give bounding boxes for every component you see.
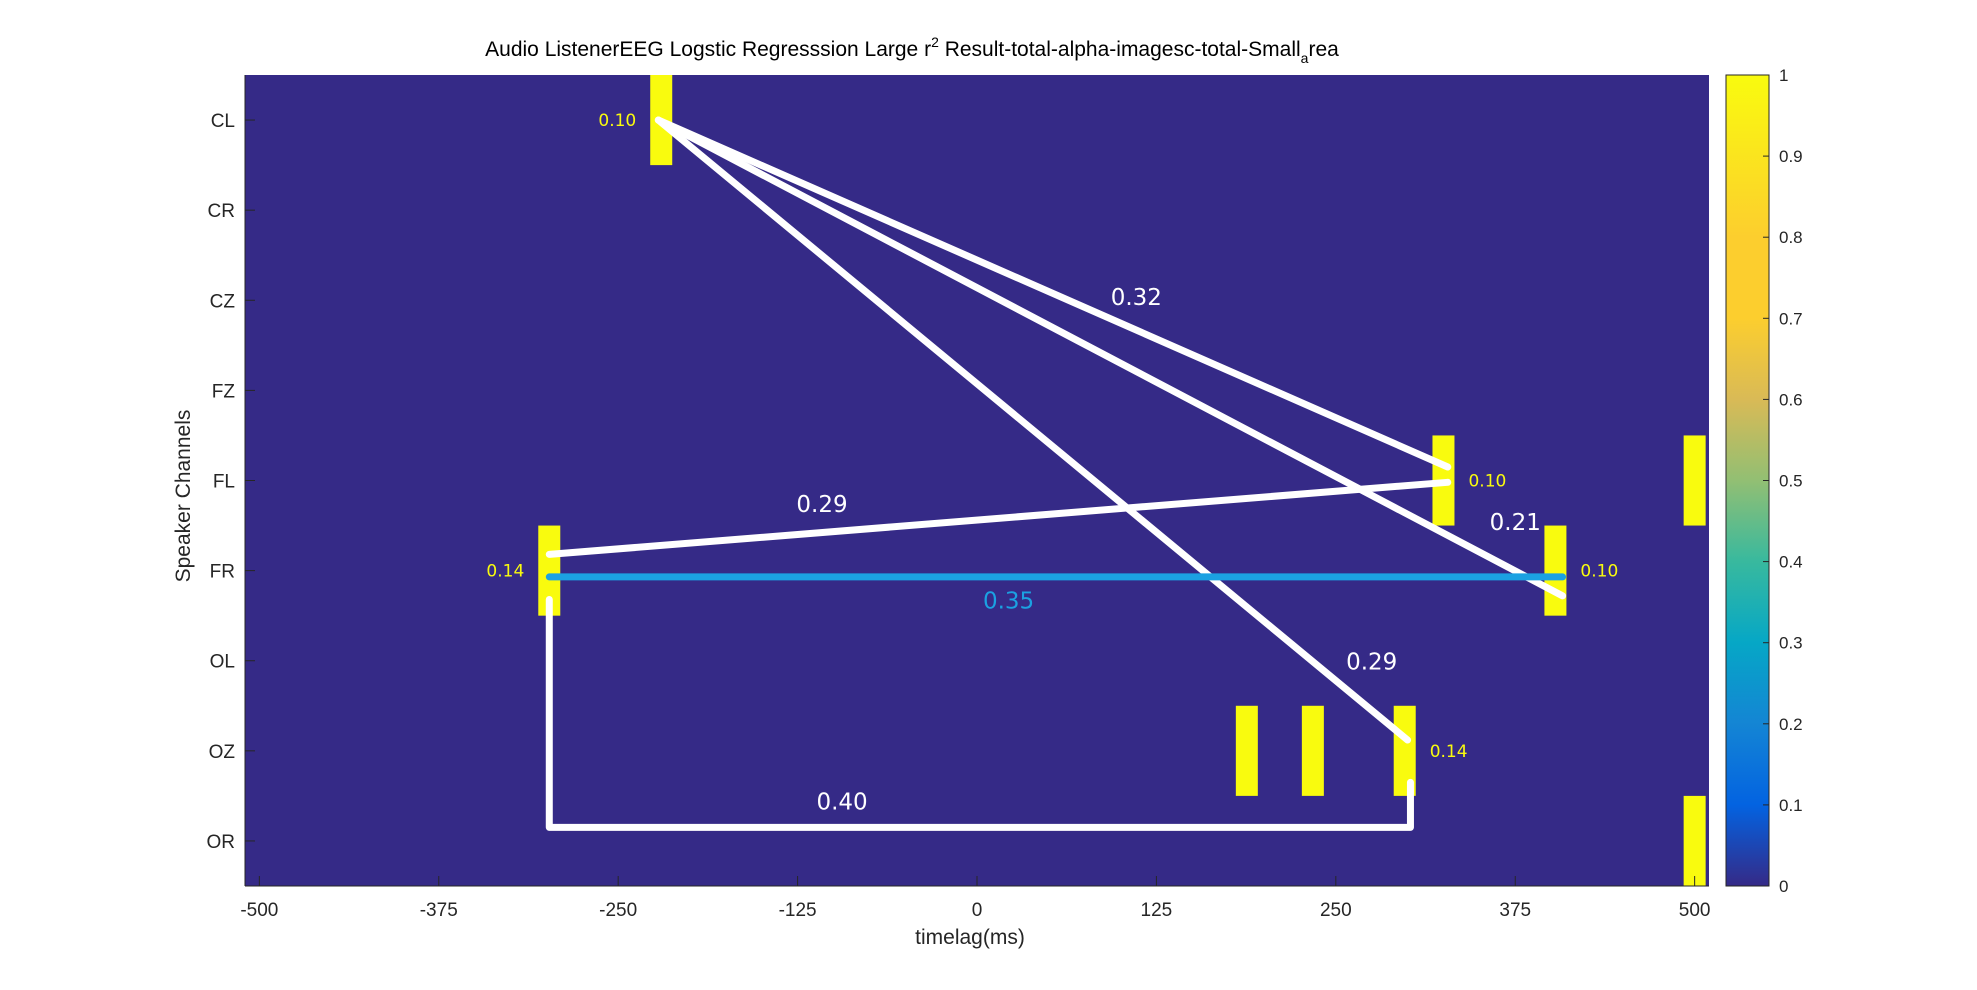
- y-tick-label: OZ: [209, 742, 236, 763]
- heatmap-cell: [1301, 705, 1324, 796]
- connection-label: 0.35: [983, 588, 1034, 614]
- x-tick-label: -250: [599, 900, 637, 921]
- y-axis-label: Speaker Channels: [172, 410, 195, 583]
- y-tick-label: OR: [207, 832, 236, 853]
- chart-title: Audio ListenerEEG Logstic Regresssion La…: [485, 34, 1339, 66]
- heatmap-cell: [1393, 705, 1416, 796]
- colorbar-tick-label: 0.8: [1779, 228, 1803, 247]
- heatmap-cell: [1235, 705, 1258, 796]
- colorbar-tick-label: 0.7: [1779, 309, 1803, 328]
- connection-label: 0.40: [816, 789, 867, 815]
- connection-label: 0.32: [1111, 285, 1162, 311]
- x-tick-label: -500: [240, 900, 278, 921]
- y-tick-label: OL: [210, 652, 235, 673]
- heatmap-cell: [1544, 525, 1567, 616]
- colorbar-tick-label: 1: [1779, 66, 1788, 85]
- connection-line: [654, 116, 1567, 600]
- y-axis: CL CR CZ FZ FL FR OL OZ OR: [207, 75, 255, 886]
- y-tick-label: FL: [213, 472, 235, 493]
- cell-value-label: 0.14: [1430, 742, 1468, 762]
- x-tick-label: 375: [1499, 900, 1531, 921]
- y-tick-label: FR: [210, 562, 235, 583]
- colorbar-tick-label: 0.1: [1779, 796, 1803, 815]
- y-tick-label: CL: [211, 111, 235, 132]
- connection-label: 0.29: [796, 492, 847, 518]
- connection-line: [654, 116, 1452, 471]
- colorbar-tick-label: 0.3: [1779, 634, 1803, 653]
- x-tick-label: 250: [1320, 900, 1352, 921]
- y-tick-label: CZ: [210, 291, 236, 312]
- x-axis-label: timelag(ms): [915, 926, 1025, 949]
- colorbar-ticks: 0 0.1 0.2 0.3 0.4 0.5 0.6 0.7 0.8 0.9 1: [1763, 66, 1803, 896]
- connection-label: 0.21: [1490, 510, 1541, 536]
- cell-value-label: 0.10: [1580, 562, 1618, 582]
- x-tick-label: 0: [972, 900, 983, 921]
- colorbar-tick-label: 0.4: [1779, 553, 1803, 572]
- cell-value-label: 0.10: [1468, 472, 1506, 492]
- colorbar: [1725, 74, 1770, 887]
- x-tick-label: -125: [779, 900, 817, 921]
- cell-value-label: 0.10: [598, 111, 636, 131]
- connection-line: [545, 595, 1414, 831]
- value-labels: 0.32 0.21 0.29 0.29 0.35 0.40 0.10 0.10 0.14 0.10…: [486, 111, 1618, 815]
- connection-line: [545, 478, 1452, 558]
- heatmap-cell: [1683, 435, 1706, 526]
- x-tick-label: 500: [1679, 900, 1711, 921]
- heatmap-cell: [538, 525, 561, 616]
- connection-line: [654, 116, 1412, 744]
- x-tick-label: -375: [420, 900, 458, 921]
- colorbar-tick-label: 0.6: [1779, 390, 1803, 409]
- y-tick-label: FZ: [212, 381, 236, 402]
- plot-area: [245, 75, 1709, 886]
- heatmap-cell: [1683, 795, 1706, 886]
- colorbar-tick-label: 0: [1779, 877, 1788, 896]
- cell-value-label: 0.14: [486, 562, 524, 582]
- colorbar-tick-label: 0.2: [1779, 715, 1803, 734]
- x-axis: -500 -375 -250 -125 0 125 250 375 500: [240, 876, 1710, 921]
- colorbar-tick-label: 0.9: [1779, 147, 1803, 166]
- connection-lines: [545, 116, 1567, 831]
- colorbar-tick-label: 0.5: [1779, 472, 1803, 491]
- x-tick-label: 125: [1141, 900, 1173, 921]
- connection-label: 0.29: [1346, 650, 1397, 676]
- y-tick-label: CR: [208, 201, 235, 222]
